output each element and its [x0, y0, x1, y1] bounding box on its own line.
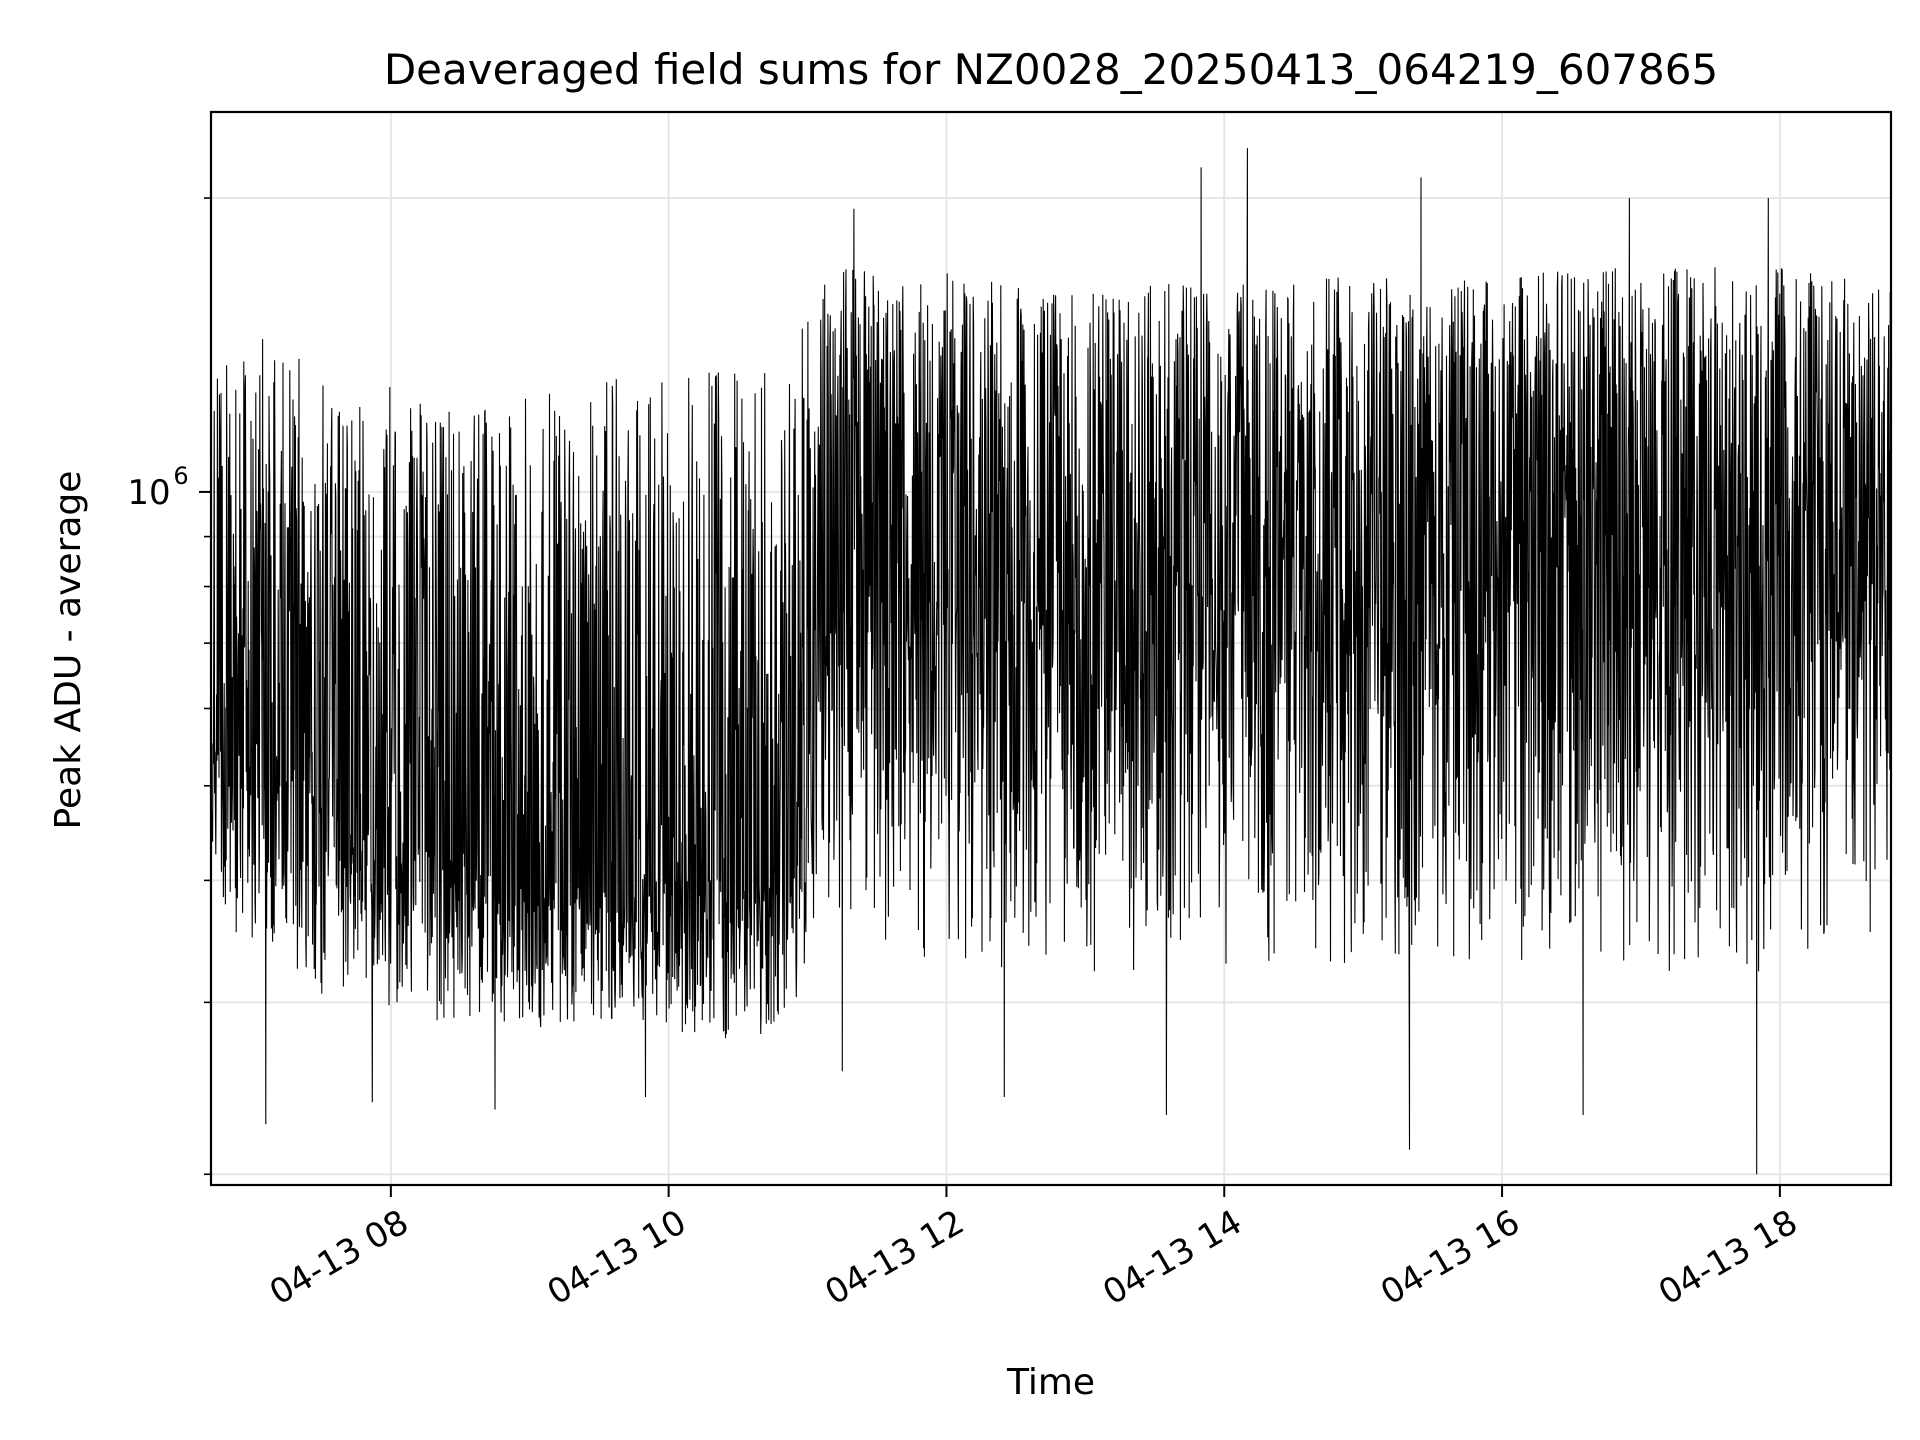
plot-frame: [209, 110, 1893, 1187]
y-axis-label: Peak ADU - average: [48, 471, 89, 830]
series-line: [211, 148, 1891, 1175]
y-tick-label-exponent: 6: [173, 462, 188, 490]
chart-title: Deaveraged field sums for NZ0028_2025041…: [384, 45, 1718, 94]
y-tick-label: 10: [127, 473, 170, 513]
x-axis-label: Time: [1006, 1362, 1095, 1403]
y-axis: 10 6: [127, 197, 211, 1176]
series-path: [211, 148, 1891, 1175]
